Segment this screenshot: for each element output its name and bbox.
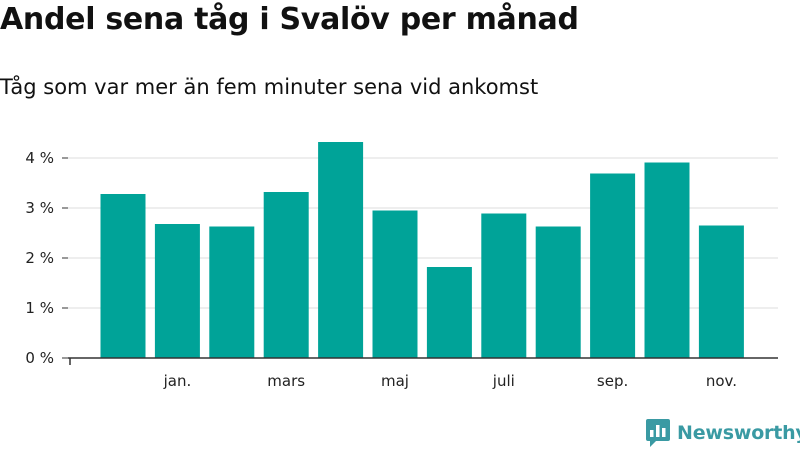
x-tick-label: jan.: [163, 372, 192, 390]
x-tick-label: juli: [492, 372, 515, 390]
bars: [100, 142, 744, 358]
x-axis-tick-labels: jan. mars maj juli sep. nov.: [69, 358, 737, 390]
y-tick-label: 1 %: [25, 299, 54, 317]
bar-okt: [644, 162, 690, 358]
bar-feb: [209, 226, 255, 358]
newsworthy-logo: Newsworthy: [645, 418, 800, 448]
x-tick-label: nov.: [706, 372, 737, 390]
bar-maj: [372, 210, 418, 358]
bar-nov: [698, 225, 744, 358]
x-tick-label: maj: [381, 372, 409, 390]
bar-juni: [426, 267, 472, 358]
bar-jan: [154, 224, 200, 358]
bar-chart-speech-bubble-icon: [646, 419, 670, 447]
bar-dec: [100, 194, 146, 358]
x-tick-label: sep.: [597, 372, 628, 390]
bar-juli: [481, 213, 527, 358]
bar-sep: [590, 173, 636, 358]
y-tick-label: 0 %: [25, 349, 54, 367]
y-tick-label: 4 %: [25, 149, 54, 167]
brand-name: Newsworthy: [677, 422, 800, 444]
y-tick-label: 3 %: [25, 199, 54, 217]
chart-title: Andel sena tåg i Svalöv per månad: [0, 2, 579, 37]
bar-mars: [263, 192, 309, 358]
chart-subtitle: Tåg som var mer än fem minuter sena vid …: [0, 75, 539, 99]
bar-aug: [535, 226, 581, 358]
bar-april: [318, 142, 364, 358]
y-axis-tick-labels: 0 % 1 % 2 % 3 % 4 %: [25, 149, 68, 367]
y-tick-label: 2 %: [25, 249, 54, 267]
x-tick-label: mars: [267, 372, 305, 390]
